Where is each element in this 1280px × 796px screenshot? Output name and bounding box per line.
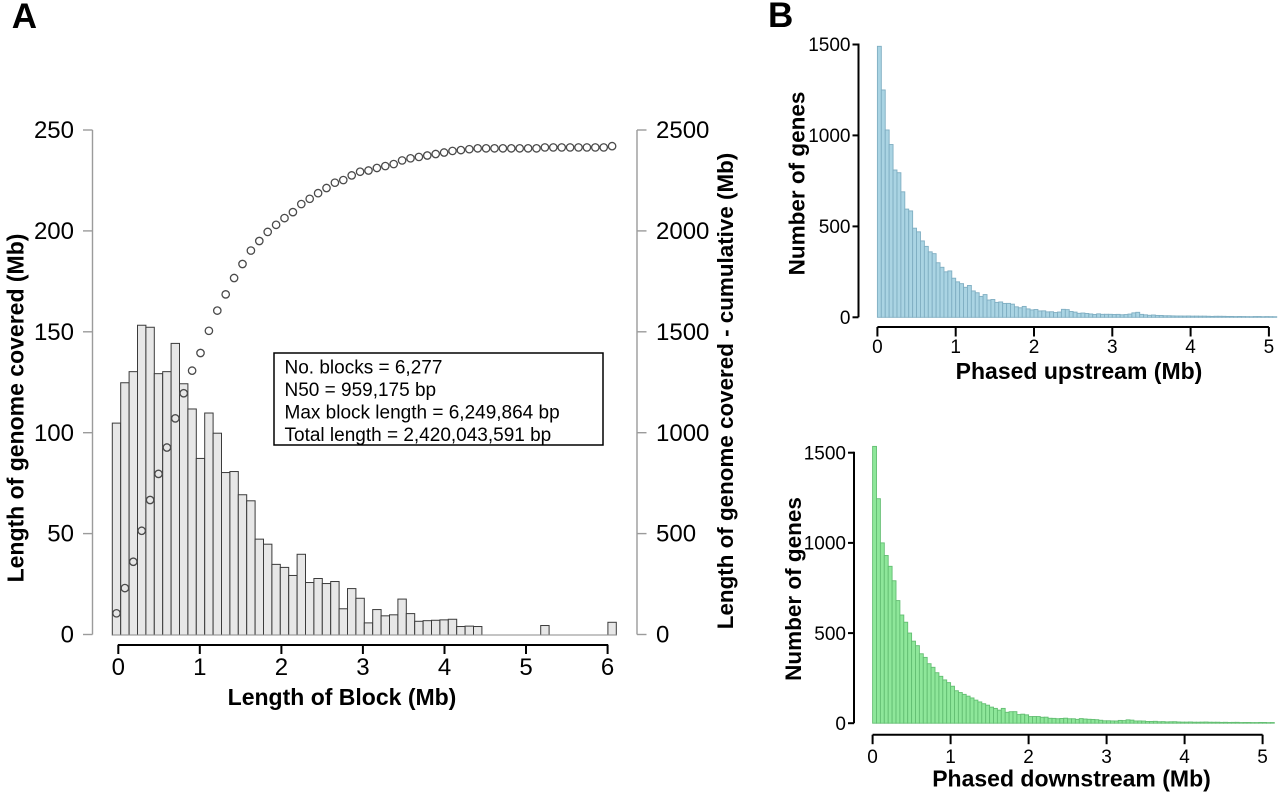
svg-text:0: 0 bbox=[61, 622, 74, 649]
svg-text:2000: 2000 bbox=[656, 218, 709, 245]
svg-text:2500: 2500 bbox=[656, 117, 709, 144]
svg-text:3: 3 bbox=[1101, 747, 1112, 768]
svg-text:250: 250 bbox=[34, 117, 74, 144]
svg-text:1000: 1000 bbox=[808, 126, 850, 147]
svg-text:1500: 1500 bbox=[808, 35, 850, 56]
svg-text:200: 200 bbox=[34, 218, 74, 245]
svg-text:0: 0 bbox=[872, 337, 883, 358]
svg-text:1: 1 bbox=[950, 337, 961, 358]
svg-text:3: 3 bbox=[356, 654, 369, 681]
svg-text:1500: 1500 bbox=[656, 319, 709, 346]
svg-text:50: 50 bbox=[47, 521, 74, 548]
svg-text:5: 5 bbox=[519, 654, 532, 681]
svg-text:Max block length = 6,249,864 b: Max block length = 6,249,864 bp bbox=[285, 403, 560, 424]
svg-text:1500: 1500 bbox=[804, 443, 846, 464]
svg-text:B: B bbox=[768, 0, 793, 35]
svg-text:0: 0 bbox=[840, 308, 851, 329]
svg-text:500: 500 bbox=[814, 624, 846, 645]
svg-text:1: 1 bbox=[945, 747, 956, 768]
svg-text:Number of genes: Number of genes bbox=[781, 497, 806, 681]
svg-text:Length of genome covered (Mb): Length of genome covered (Mb) bbox=[3, 234, 29, 583]
svg-text:Number of genes: Number of genes bbox=[785, 92, 810, 276]
svg-text:1: 1 bbox=[193, 654, 206, 681]
svg-text:Phased upstream (Mb): Phased upstream (Mb) bbox=[956, 358, 1203, 384]
svg-text:4: 4 bbox=[438, 654, 451, 681]
svg-text:100: 100 bbox=[34, 420, 74, 447]
svg-text:1000: 1000 bbox=[656, 420, 709, 447]
svg-text:N50 = 959,175 bp: N50 = 959,175 bp bbox=[285, 380, 437, 401]
svg-text:3: 3 bbox=[1107, 337, 1118, 358]
svg-text:2: 2 bbox=[1023, 747, 1034, 768]
svg-text:500: 500 bbox=[819, 217, 851, 238]
svg-text:4: 4 bbox=[1179, 747, 1190, 768]
svg-text:5: 5 bbox=[1264, 337, 1275, 358]
svg-text:Length of Block (Mb): Length of Block (Mb) bbox=[228, 684, 457, 710]
svg-text:1000: 1000 bbox=[804, 534, 846, 555]
svg-text:6: 6 bbox=[601, 654, 614, 681]
svg-text:0: 0 bbox=[835, 714, 846, 735]
svg-text:Length of genome covered - cum: Length of genome covered - cumulative (M… bbox=[713, 153, 738, 629]
svg-text:0: 0 bbox=[656, 622, 669, 649]
svg-text:0: 0 bbox=[867, 747, 878, 768]
svg-text:4: 4 bbox=[1185, 337, 1196, 358]
svg-text:A: A bbox=[12, 0, 37, 36]
svg-text:Phased downstream (Mb): Phased downstream (Mb) bbox=[932, 766, 1211, 792]
svg-text:2: 2 bbox=[275, 654, 288, 681]
svg-text:No. blocks = 6,277: No. blocks = 6,277 bbox=[285, 358, 443, 379]
svg-text:500: 500 bbox=[656, 521, 696, 548]
svg-text:Total length = 2,420,043,591 b: Total length = 2,420,043,591 bp bbox=[285, 425, 552, 446]
svg-text:5: 5 bbox=[1257, 747, 1268, 768]
svg-text:2: 2 bbox=[1029, 337, 1040, 358]
svg-text:0: 0 bbox=[112, 654, 125, 681]
svg-text:150: 150 bbox=[34, 319, 74, 346]
